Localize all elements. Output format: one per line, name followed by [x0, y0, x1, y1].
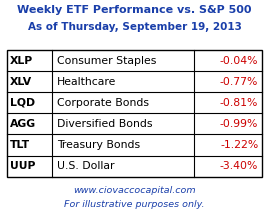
Text: Corporate Bonds: Corporate Bonds — [57, 98, 149, 108]
Text: -0.99%: -0.99% — [220, 119, 258, 129]
Text: Treasury Bonds: Treasury Bonds — [57, 140, 140, 150]
Text: TLT: TLT — [10, 140, 30, 150]
Text: XLP: XLP — [10, 56, 33, 66]
Text: -1.22%: -1.22% — [220, 140, 258, 150]
Text: -0.81%: -0.81% — [220, 98, 258, 108]
Text: UUP: UUP — [10, 161, 36, 171]
Text: -0.04%: -0.04% — [220, 56, 258, 66]
Text: For illustrative purposes only.: For illustrative purposes only. — [64, 200, 205, 209]
Bar — [7, 50, 262, 177]
Text: Consumer Staples: Consumer Staples — [57, 56, 157, 66]
Text: As of Thursday, September 19, 2013: As of Thursday, September 19, 2013 — [27, 22, 242, 32]
Text: XLV: XLV — [10, 77, 32, 87]
Text: -0.77%: -0.77% — [220, 77, 258, 87]
Text: Weekly ETF Performance vs. S&P 500: Weekly ETF Performance vs. S&P 500 — [17, 5, 252, 15]
Text: -3.40%: -3.40% — [220, 161, 258, 171]
Text: www.ciovaccocapital.com: www.ciovaccocapital.com — [73, 186, 196, 195]
Text: AGG: AGG — [10, 119, 36, 129]
Text: Healthcare: Healthcare — [57, 77, 117, 87]
Text: U.S. Dollar: U.S. Dollar — [57, 161, 115, 171]
Text: LQD: LQD — [10, 98, 35, 108]
Text: Diversified Bonds: Diversified Bonds — [57, 119, 153, 129]
